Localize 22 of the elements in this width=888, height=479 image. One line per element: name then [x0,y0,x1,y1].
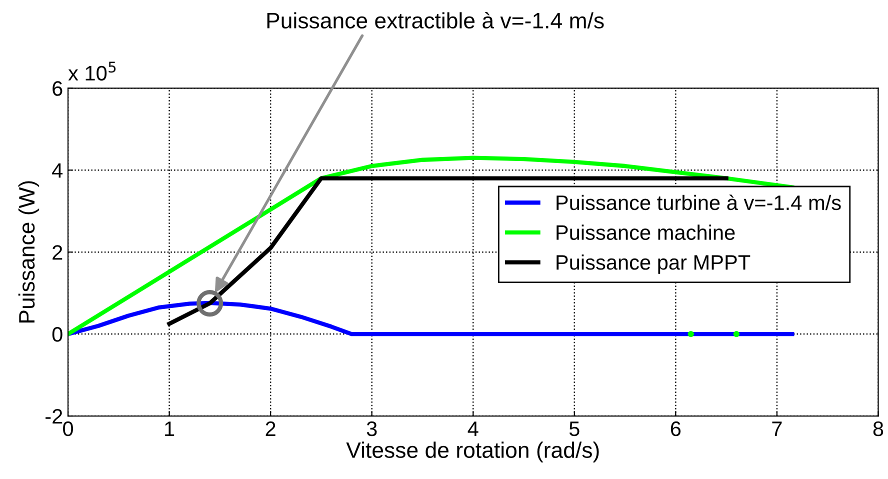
x-tick-label: 7 [772,422,782,436]
legend-label: Puissance machine [556,224,735,240]
legend-label: Puissance turbine à v=-1.4 m/s [556,194,841,210]
y-tick-label: 0 [52,327,62,342]
x-tick-label: 6 [670,421,681,436]
text: x 10$^{5}$ [68,62,116,81]
line-series [68,300,794,336]
x-axis-title: Vitesse de rotation (rad/s) [346,442,599,462]
x-tick-label: 5 [569,422,580,436]
y-tick-label: -2 [46,409,62,424]
x-tick-label: 8 [873,421,884,436]
x-tick-label: 4 [468,422,478,436]
x-tick-label: 1 [165,422,174,436]
x-tick-label: 2 [266,421,276,436]
annotation: Puissance extractible à v=-1.4 m/s [267,12,604,29]
x-tick-label: 3 [366,421,377,436]
y-tick-label: 2 [52,245,62,260]
x-tick-label: 0 [63,421,73,436]
y-axis-title: Puissance (W) [18,181,40,322]
legend-label: Puissance par MPPT [556,254,750,274]
y-tick-label: 4 [52,163,63,178]
y-tick-label: 6 [52,81,62,96]
